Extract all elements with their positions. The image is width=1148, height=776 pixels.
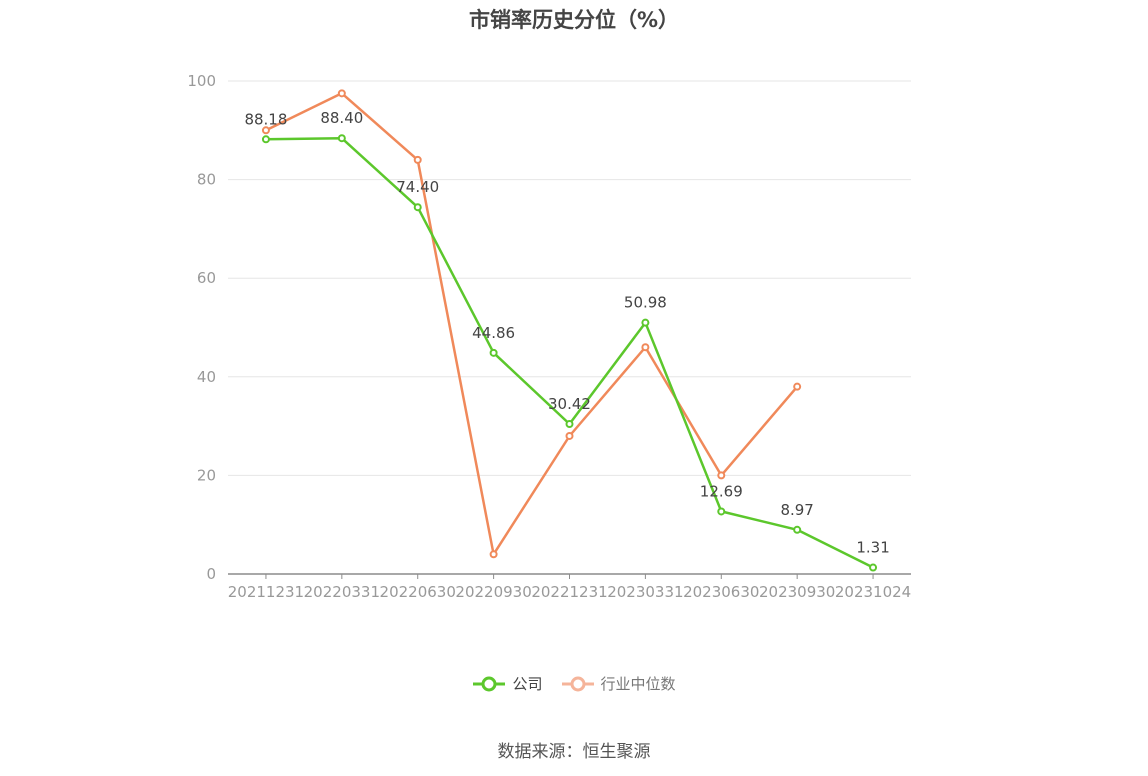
- x-tick-label: 20230930: [759, 583, 835, 601]
- source-note: 数据来源：恒生聚源: [497, 742, 651, 762]
- y-tick-label: 20: [197, 466, 216, 484]
- data-point: [717, 471, 726, 480]
- chart-title: 市销率历史分位（%）: [468, 8, 680, 32]
- y-tick-label: 60: [197, 269, 216, 287]
- series-lines: [261, 89, 878, 572]
- y-tick-label: 40: [197, 368, 216, 386]
- legend-company-label: 公司: [512, 675, 543, 693]
- data-label: 88.18: [244, 110, 287, 128]
- data-labels: 88.18 88.40 74.40 44.86 30.42 50.98 12.69 8.97 1…: [244, 109, 889, 556]
- data-point: [489, 348, 498, 357]
- data-label: 1.31: [856, 539, 889, 557]
- data-point: [641, 318, 650, 327]
- x-tick-label: 20221231: [531, 583, 607, 601]
- data-label: 74.40: [396, 178, 439, 196]
- data-point: [337, 134, 346, 143]
- x-tick-label: 20220930: [455, 583, 531, 601]
- legend-company-swatch-icon: [473, 676, 506, 691]
- data-point: [413, 203, 422, 212]
- data-point: [413, 155, 422, 164]
- legend-industry-label: 行业中位数: [600, 675, 676, 693]
- x-tick-label: 20230630: [683, 583, 759, 601]
- data-label: 8.97: [780, 501, 813, 519]
- grid-lines: [228, 80, 911, 476]
- data-label: 50.98: [624, 294, 667, 312]
- x-tick-label: 20230331: [607, 583, 683, 601]
- data-point: [793, 382, 802, 391]
- x-tick-label: 20220630: [380, 583, 456, 601]
- data-point: [565, 431, 574, 440]
- x-tick-label: 20231024: [835, 583, 911, 601]
- data-point: [793, 525, 802, 534]
- x-tick-label: 20211231: [228, 583, 304, 601]
- data-point: [261, 126, 270, 135]
- data-point: [261, 135, 270, 144]
- data-point: [489, 550, 498, 559]
- y-tick-label: 80: [197, 171, 216, 189]
- legend-item-company[interactable]: 公司: [472, 673, 543, 694]
- data-point: [337, 89, 346, 98]
- legend-item-industry[interactable]: 行业中位数: [561, 673, 676, 694]
- legend-industry-swatch-icon: [561, 676, 594, 691]
- y-tick-label: 0: [206, 565, 216, 583]
- data-label: 12.69: [700, 482, 743, 500]
- data-label: 44.86: [472, 324, 515, 342]
- data-point: [565, 420, 574, 429]
- y-tick-label: 100: [187, 72, 216, 90]
- legend: 公司 行业中位数: [0, 673, 1148, 694]
- data-label: 88.40: [320, 109, 363, 127]
- x-tick-label: 20220331: [304, 583, 380, 601]
- data-point: [641, 343, 650, 352]
- series-line-1: [265, 92, 799, 556]
- data-point: [717, 507, 726, 516]
- data-label: 30.42: [548, 395, 591, 413]
- data-point: [869, 563, 878, 572]
